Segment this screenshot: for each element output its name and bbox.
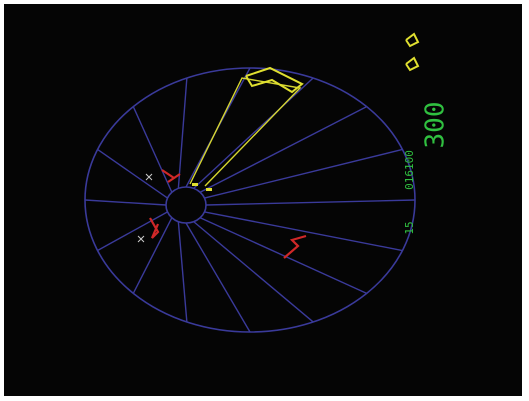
flipper	[149, 217, 160, 239]
tube-spoke	[205, 199, 416, 206]
life-icon	[405, 56, 420, 72]
tube-spoke	[177, 77, 188, 189]
claw	[245, 66, 304, 94]
claw-lane	[189, 77, 302, 187]
spiker	[145, 173, 153, 181]
lives	[405, 32, 420, 72]
tube-spoke	[193, 221, 314, 323]
flipper	[161, 169, 181, 183]
enemies	[149, 169, 307, 259]
tube-spoke	[199, 217, 367, 294]
tube-spoke	[177, 221, 188, 323]
tube	[84, 67, 416, 333]
tube-spoke	[193, 77, 314, 189]
tube-spoke	[97, 148, 168, 199]
spikers	[137, 173, 153, 243]
shot	[192, 183, 198, 186]
life-icon	[405, 32, 420, 48]
tube-spoke	[132, 106, 173, 193]
tube-spoke	[97, 211, 168, 252]
score: 300	[421, 102, 451, 149]
high-score: 016100	[403, 150, 416, 190]
tube-spoke	[204, 211, 403, 252]
level: 15	[403, 221, 416, 234]
player-claw	[189, 66, 304, 191]
screen-background	[4, 4, 522, 396]
spiker	[137, 235, 145, 243]
tube-spoke	[204, 148, 403, 199]
tube-spoke	[84, 199, 167, 206]
tube-spoke	[132, 217, 173, 294]
shot	[206, 188, 212, 191]
flipper	[283, 234, 307, 259]
tube-spoke	[199, 106, 367, 193]
tube-spoke	[185, 222, 251, 333]
